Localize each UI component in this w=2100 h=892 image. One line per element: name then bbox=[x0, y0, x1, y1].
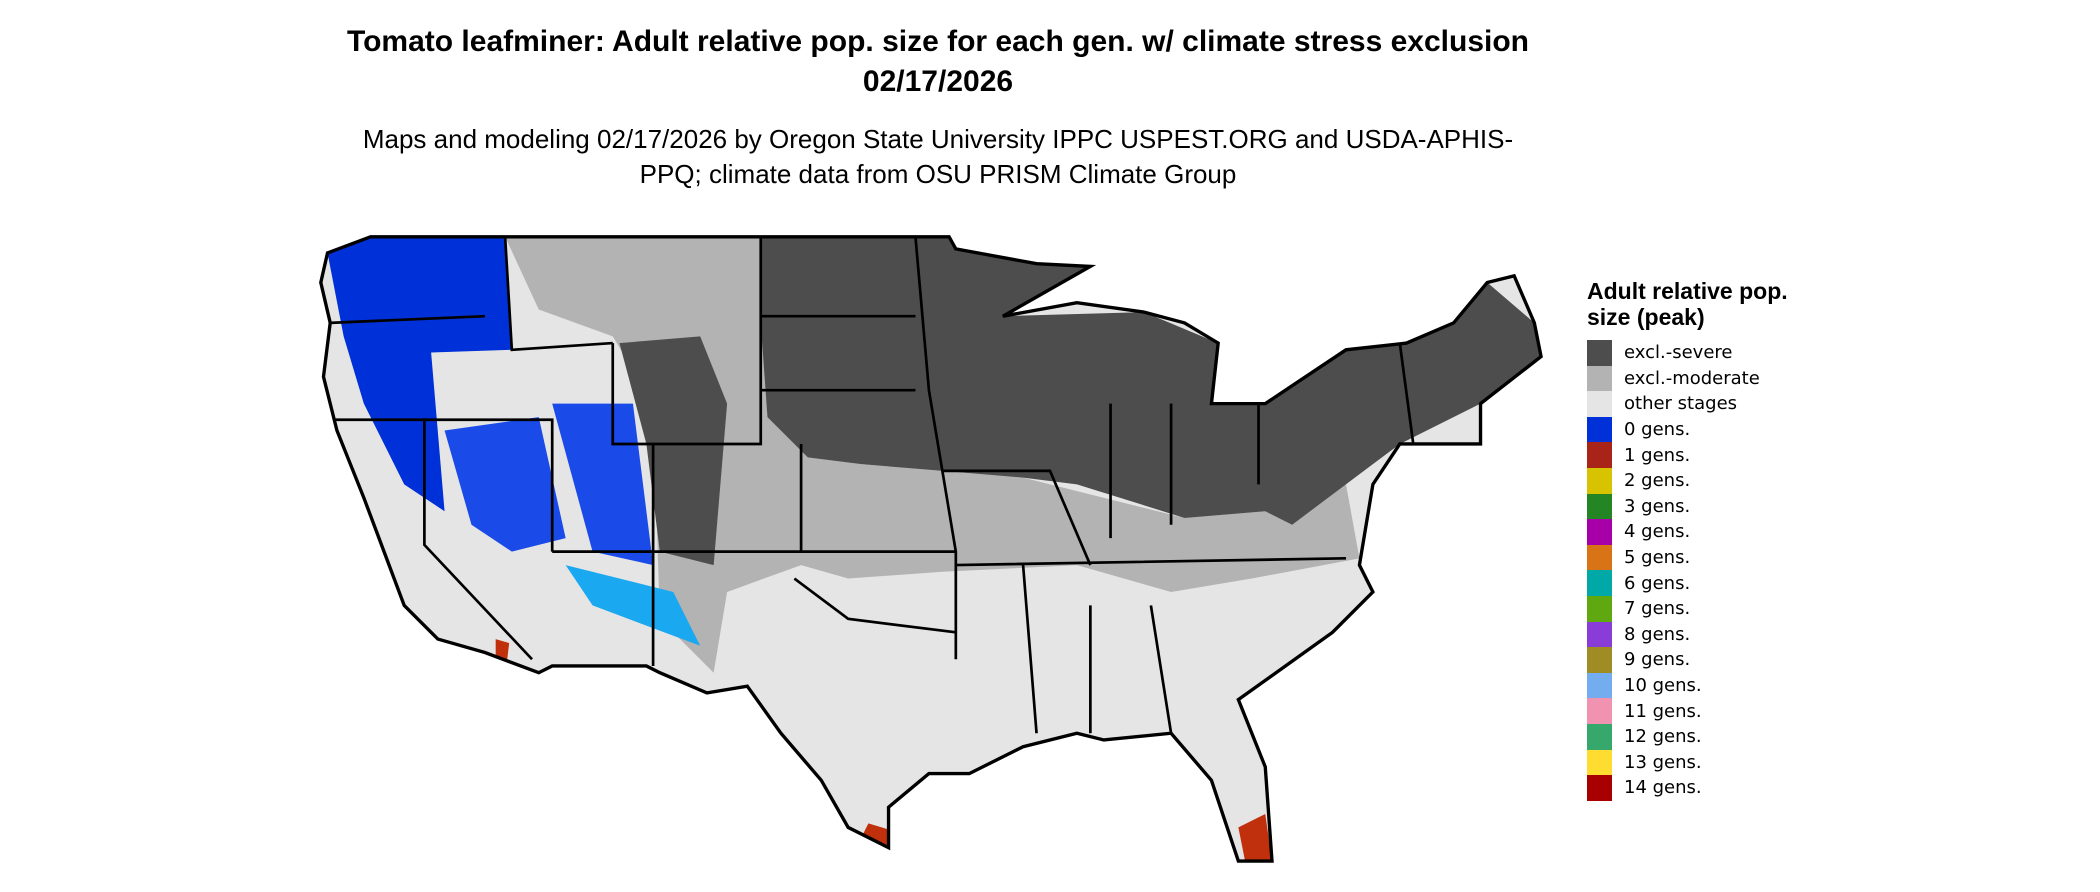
legend-swatch bbox=[1587, 698, 1612, 724]
legend-swatch bbox=[1587, 775, 1612, 801]
zero-gens-region-nevada bbox=[444, 417, 566, 552]
legend-swatch bbox=[1587, 621, 1612, 648]
legend-label: 11 gens. bbox=[1624, 700, 1702, 722]
legend-item: 12 gens. bbox=[1587, 723, 1807, 750]
legend-item: 0 gens. bbox=[1587, 416, 1807, 443]
legend-swatch bbox=[1587, 365, 1612, 392]
legend-swatch bbox=[1587, 467, 1612, 494]
legend-label: 7 gens. bbox=[1624, 598, 1691, 620]
excl-severe-region bbox=[760, 236, 1542, 525]
zero-gens-region bbox=[327, 236, 512, 512]
legend-label: 3 gens. bbox=[1624, 495, 1691, 517]
legend-label: 4 gens. bbox=[1624, 521, 1691, 543]
legend-label: 1 gens. bbox=[1624, 444, 1691, 466]
legend-swatch bbox=[1587, 544, 1612, 571]
excl-moderate-region bbox=[505, 236, 1360, 673]
legend-label: 5 gens. bbox=[1624, 547, 1691, 569]
legend-label: other stages bbox=[1624, 393, 1738, 415]
legend-title: Adult relative pop. size (peak) bbox=[1587, 278, 1788, 330]
legend-label: excl.-severe bbox=[1624, 342, 1733, 364]
legend-item: excl.-moderate bbox=[1587, 365, 1807, 392]
legend-item: 14 gens. bbox=[1587, 775, 1807, 801]
legend-label: 10 gens. bbox=[1624, 675, 1702, 697]
legend-swatch bbox=[1587, 442, 1612, 468]
legend-item: 4 gens. bbox=[1587, 519, 1807, 545]
legend-item: 2 gens. bbox=[1587, 467, 1807, 494]
excl-severe-region-west bbox=[619, 336, 728, 566]
legend-label: 6 gens. bbox=[1624, 572, 1691, 594]
legend-items: excl.-severe excl.-moderate other stages 0 … bbox=[1587, 340, 1807, 801]
legend-label: 8 gens. bbox=[1624, 623, 1691, 645]
legend-swatch bbox=[1587, 672, 1612, 699]
legend-swatch bbox=[1587, 749, 1612, 776]
legend-item: 8 gens. bbox=[1587, 621, 1807, 648]
legend-label: 13 gens. bbox=[1624, 751, 1702, 773]
zero-gens-region-light bbox=[565, 565, 701, 646]
legend-item: other stages bbox=[1587, 391, 1807, 417]
legend-label: 2 gens. bbox=[1624, 470, 1691, 492]
legend-item: 5 gens. bbox=[1587, 544, 1807, 571]
legend-swatch bbox=[1587, 340, 1612, 366]
legend-label: 14 gens. bbox=[1624, 777, 1702, 799]
legend-item: 3 gens. bbox=[1587, 493, 1807, 520]
legend-item: 13 gens. bbox=[1587, 749, 1807, 776]
map-title: Tomato leafminer: Adult relative pop. si… bbox=[347, 25, 1529, 98]
map-subtitle: Maps and modeling 02/17/2026 by Oregon S… bbox=[362, 124, 1514, 189]
legend-label: excl.-moderate bbox=[1624, 367, 1760, 389]
legend-swatch bbox=[1587, 595, 1612, 622]
legend-item: 11 gens. bbox=[1587, 698, 1807, 724]
legend-swatch bbox=[1587, 647, 1612, 673]
legend-item: 7 gens. bbox=[1587, 595, 1807, 622]
legend-label: 9 gens. bbox=[1624, 649, 1691, 671]
legend-item: excl.-severe bbox=[1587, 340, 1807, 366]
legend-swatch bbox=[1587, 570, 1612, 596]
legend-swatch bbox=[1587, 493, 1612, 520]
legend-swatch bbox=[1587, 519, 1612, 545]
gens-region-south-florida bbox=[1238, 813, 1272, 862]
state-borders bbox=[330, 236, 1415, 734]
legend-item: 9 gens. bbox=[1587, 647, 1807, 673]
legend-label: 12 gens. bbox=[1624, 726, 1702, 748]
legend-swatch bbox=[1587, 416, 1612, 443]
legend-swatch bbox=[1587, 391, 1612, 417]
legend-label: 0 gens. bbox=[1624, 419, 1691, 441]
legend-item: 10 gens. bbox=[1587, 672, 1807, 699]
legend-swatch bbox=[1587, 723, 1612, 750]
legend: Adult relative pop. size (peak) excl.-se… bbox=[1587, 278, 1807, 801]
legend-item: 1 gens. bbox=[1587, 442, 1807, 468]
legend-item: 6 gens. bbox=[1587, 570, 1807, 596]
